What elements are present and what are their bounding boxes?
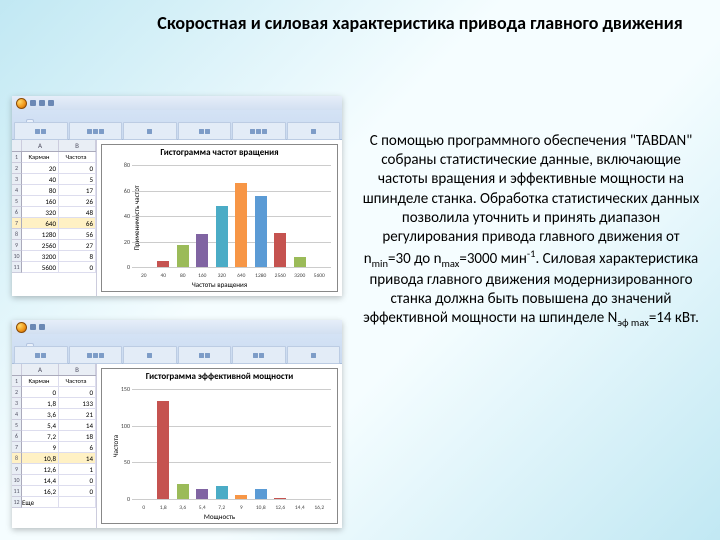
table-row: 810,814 xyxy=(12,453,96,464)
chart-top: Гистограмма частот вращения Применимость… xyxy=(101,144,338,292)
chart-bar xyxy=(196,489,208,499)
excel-ribbon xyxy=(12,320,342,364)
body-end: =14 кВт. xyxy=(649,309,699,327)
chart-bar xyxy=(157,401,169,499)
chart-area-bottom: Гистограмма эффективной мощности Частота… xyxy=(96,364,342,528)
table-row: 12 Еще xyxy=(12,497,96,508)
chart-bar xyxy=(177,484,189,499)
n-max-sub: max xyxy=(441,257,459,270)
table-row: 55,414 xyxy=(12,420,96,431)
chart-bar xyxy=(235,183,247,267)
table-row: 516026 xyxy=(12,196,96,207)
body-text: С помощью программного обеспечения "TABD… xyxy=(360,132,702,329)
chart-plot: 0204060802040801603206401280256032005600 xyxy=(132,165,331,267)
table-row: 1032008 xyxy=(12,251,96,262)
table-row: 43,621 xyxy=(12,409,96,420)
table-row: 1156000 xyxy=(12,262,96,273)
n-eff-sub: эф max xyxy=(617,316,648,329)
table-row: 9256027 xyxy=(12,240,96,251)
chart-bar xyxy=(157,261,169,267)
col-headers: AB xyxy=(12,140,96,152)
chart-area-top: Гистограмма частот вращения Применимость… xyxy=(96,140,342,296)
n-max-val: =3000 мин xyxy=(459,250,527,268)
qat-icon xyxy=(39,324,45,330)
chart-title: Гистограмма эффективной мощности xyxy=(102,371,337,382)
slide-title: Скоростная и силовая характеристика прив… xyxy=(140,12,700,35)
table-row: 764066 xyxy=(12,218,96,229)
chart-bottom: Гистограмма эффективной мощности Частота… xyxy=(101,368,338,524)
office-orb-icon xyxy=(16,322,27,333)
ribbon-tabs xyxy=(12,110,342,122)
qat-icon xyxy=(39,100,45,106)
excel-screenshot-top: AB 1 Карман Частота 22003405480175160266… xyxy=(12,96,342,296)
chart-bar xyxy=(255,196,267,267)
qat-icon xyxy=(30,100,36,106)
chart-bar xyxy=(196,234,208,267)
chart-ylabel: Частота xyxy=(111,435,120,458)
chart-bar xyxy=(255,489,267,499)
chart-xlabel: Мощность xyxy=(102,512,337,521)
table-row: 8128056 xyxy=(12,229,96,240)
table-row: 1014,40 xyxy=(12,475,96,486)
table-row: 912,61 xyxy=(12,464,96,475)
ribbon-groups xyxy=(12,122,342,140)
chart-bar xyxy=(216,206,228,267)
excel-screenshot-bottom: AB 1 Карман Частота 20031,813343,62155,4… xyxy=(12,320,342,528)
table-row: 200 xyxy=(12,387,96,398)
table-row: 632048 xyxy=(12,207,96,218)
chart-xlabel: Частоты вращения xyxy=(102,280,337,289)
qat-icon xyxy=(30,324,36,330)
office-orb-icon xyxy=(16,98,27,109)
spreadsheet-top: AB 1 Карман Частота 22003405480175160266… xyxy=(12,140,96,296)
chart-plot: 05010015001,83,65,47,2910,812,614,416,2 xyxy=(132,389,331,499)
col-headers: AB xyxy=(12,364,96,376)
chart-bar xyxy=(274,233,286,267)
n-min-sub: min xyxy=(372,257,388,270)
table-row: 2200 xyxy=(12,163,96,174)
table-row: 67,218 xyxy=(12,431,96,442)
chart-bar xyxy=(216,486,228,499)
table-row: 48017 xyxy=(12,185,96,196)
n-min-val: =30 до n xyxy=(388,250,441,268)
chart-bar xyxy=(294,257,306,267)
table-row: 31,8133 xyxy=(12,398,96,409)
chart-bar xyxy=(177,245,189,267)
table-row: 1116,20 xyxy=(12,486,96,497)
ribbon-groups xyxy=(12,346,342,364)
ribbon-tabs xyxy=(12,334,342,346)
table-row: 3405 xyxy=(12,174,96,185)
chart-bar xyxy=(235,495,247,499)
excel-ribbon xyxy=(12,96,342,140)
chart-title: Гистограмма частот вращения xyxy=(102,147,337,158)
excel-titlebar xyxy=(12,320,342,334)
spreadsheet-bottom: AB 1 Карман Частота 20031,813343,62155,4… xyxy=(12,364,96,528)
excel-titlebar xyxy=(12,96,342,110)
chart-bar xyxy=(274,498,286,499)
table-row: 796 xyxy=(12,442,96,453)
table-header-row: 1 Карман Частота xyxy=(12,376,96,387)
qat-icon xyxy=(48,100,54,106)
table-header-row: 1 Карман Частота xyxy=(12,152,96,163)
